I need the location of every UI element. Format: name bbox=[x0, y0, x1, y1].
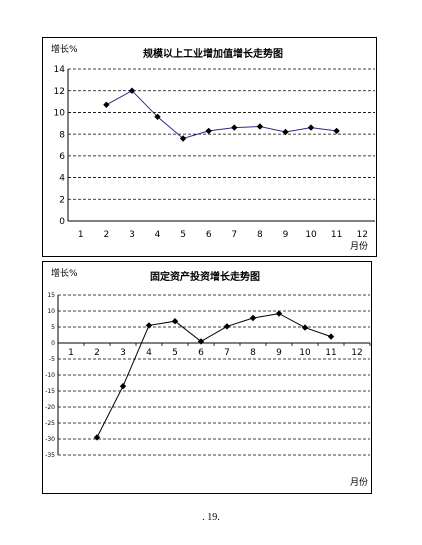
y-tick-label: -20 bbox=[45, 404, 55, 411]
x-tick-label: 7 bbox=[231, 230, 237, 240]
y-tick-label: 5 bbox=[51, 324, 55, 331]
chart-title: 规模以上工业增加值增长走势图 bbox=[143, 47, 283, 60]
y-tick-label: -10 bbox=[45, 372, 55, 379]
data-point-marker bbox=[256, 123, 264, 130]
x-tick-label: 4 bbox=[146, 348, 152, 358]
series-line bbox=[96, 313, 332, 438]
x-tick-label: 5 bbox=[172, 348, 178, 358]
chart-title: 固定资产投资增长走势图 bbox=[150, 270, 260, 283]
x-tick-label: 12 bbox=[356, 230, 367, 240]
x-tick-label: 8 bbox=[250, 348, 256, 358]
x-tick-label: 5 bbox=[180, 230, 186, 240]
x-tick-label: 1 bbox=[78, 230, 84, 240]
y-tick-label: 10 bbox=[54, 109, 66, 119]
x-tick-label: 8 bbox=[257, 230, 263, 240]
data-point-marker bbox=[275, 310, 283, 317]
x-tick-label: 6 bbox=[206, 230, 212, 240]
y-tick-label: -30 bbox=[45, 436, 55, 443]
data-point-marker bbox=[119, 383, 127, 390]
x-tick-label: 1 bbox=[68, 348, 74, 358]
y-tick-label: 8 bbox=[59, 130, 65, 140]
x-tick-label: 3 bbox=[129, 230, 135, 240]
y-tick-label: 14 bbox=[54, 65, 66, 75]
x-tick-label: 10 bbox=[299, 348, 311, 358]
data-point-marker bbox=[231, 124, 238, 131]
industrial-value-chart-panel: 规模以上工业增加值增长走势图 增长% 月份 0 2 4 6 8 10 12 14 1 2 3 4 5 6 7 8 9 1… bbox=[42, 37, 377, 257]
y-tick-label: 10 bbox=[47, 308, 55, 315]
y-tick-label: 0 bbox=[51, 340, 55, 347]
fixed-investment-chart-panel: 固定资产投资增长走势图 增长% 月份 15 10 5 0 -5 -10 -15 -20 -25 -30-… bbox=[42, 261, 372, 494]
data-point-marker bbox=[205, 127, 212, 135]
y-tick-label: -15 bbox=[45, 388, 55, 395]
x-tick-label: 7 bbox=[224, 348, 230, 358]
data-point-marker bbox=[93, 434, 101, 441]
series-line bbox=[106, 90, 337, 140]
y-tick-label: 0 bbox=[59, 217, 65, 227]
x-tick-label: 10 bbox=[305, 230, 317, 240]
y-tick-label: 12 bbox=[54, 87, 65, 97]
page-number: . 19. bbox=[202, 512, 220, 523]
data-point-marker bbox=[307, 124, 315, 131]
x-tick-label: 4 bbox=[155, 230, 161, 240]
x-tick-label: 9 bbox=[283, 230, 289, 240]
data-point-marker bbox=[145, 322, 153, 329]
y-tick-label: 6 bbox=[59, 152, 65, 162]
x-tick-label: 9 bbox=[276, 348, 282, 358]
x-tick-label: 12 bbox=[351, 348, 362, 358]
x-axis-label: 月份 bbox=[350, 240, 368, 252]
y-axis-label: 增长% bbox=[51, 267, 78, 279]
x-tick-label: 2 bbox=[94, 348, 100, 358]
data-point-marker bbox=[128, 87, 136, 94]
data-point-marker bbox=[171, 318, 179, 325]
data-point-marker bbox=[103, 101, 110, 108]
y-tick-label: -25 bbox=[45, 420, 55, 427]
fixed-investment-chart: 固定资产投资增长走势图增长%月份151050-5-10-15-20-25-30-… bbox=[45, 267, 371, 488]
x-tick-label: 11 bbox=[325, 348, 336, 358]
y-tick-label: 15 bbox=[47, 292, 55, 299]
data-point-marker bbox=[282, 128, 289, 136]
data-point-marker bbox=[249, 314, 257, 322]
data-point-marker bbox=[301, 324, 309, 331]
data-point-marker bbox=[327, 333, 335, 340]
data-point-marker bbox=[333, 127, 340, 135]
x-tick-label: 6 bbox=[198, 348, 204, 358]
x-tick-label: 3 bbox=[120, 348, 126, 358]
data-point-marker bbox=[223, 323, 231, 330]
x-tick-label: 11 bbox=[331, 230, 342, 240]
y-tick-label: -5 bbox=[49, 356, 55, 363]
y-tick-label: 2 bbox=[59, 195, 65, 205]
data-point-marker bbox=[197, 338, 205, 345]
x-tick-label: 2 bbox=[104, 230, 110, 240]
y-tick-label: 4 bbox=[59, 174, 65, 184]
x-axis-label: 月份 bbox=[350, 476, 368, 488]
y-tick-label: -35 bbox=[45, 452, 55, 459]
y-axis-label: 增长% bbox=[51, 43, 78, 55]
